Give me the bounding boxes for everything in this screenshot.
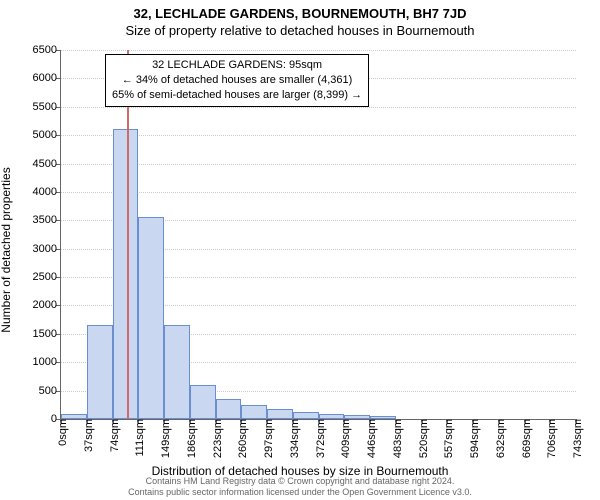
histogram-bar: [370, 416, 396, 419]
x-tick-label: 520sqm: [414, 419, 430, 458]
annotation-line: 65% of semi-detached houses are larger (…: [112, 88, 362, 103]
x-tick-label: 557sqm: [439, 419, 455, 458]
gridline: [61, 164, 576, 165]
histogram-bar: [241, 405, 267, 419]
y-tick-label: 6500: [33, 44, 61, 56]
y-tick-label: 5000: [33, 129, 61, 141]
histogram-bar: [344, 415, 370, 419]
x-tick-label: 74sqm: [105, 419, 121, 452]
x-tick-label: 149sqm: [156, 419, 172, 458]
histogram-bar: [319, 414, 345, 419]
histogram-bar: [113, 129, 139, 419]
footer-line-1: Contains HM Land Registry data © Crown c…: [0, 476, 600, 487]
y-tick-label: 3000: [33, 243, 61, 255]
footer-attribution: Contains HM Land Registry data © Crown c…: [0, 476, 600, 498]
x-tick-label: 223sqm: [208, 419, 224, 458]
histogram-bar: [164, 325, 190, 419]
y-tick-label: 4000: [33, 186, 61, 198]
x-tick-label: 483sqm: [388, 419, 404, 458]
x-tick-label: 0sqm: [53, 419, 69, 446]
annotation-box: 32 LECHLADE GARDENS: 95sqm← 34% of detac…: [105, 54, 369, 107]
x-tick-label: 260sqm: [233, 419, 249, 458]
y-tick-label: 2000: [33, 299, 61, 311]
histogram-bar: [138, 217, 164, 419]
y-tick-label: 1500: [33, 328, 61, 340]
x-tick-label: 409sqm: [336, 419, 352, 458]
y-tick-label: 500: [39, 385, 61, 397]
page-title: 32, LECHLADE GARDENS, BOURNEMOUTH, BH7 7…: [0, 0, 600, 21]
x-tick-label: 594sqm: [465, 419, 481, 458]
y-tick-label: 2500: [33, 271, 61, 283]
x-tick-label: 372sqm: [311, 419, 327, 458]
x-tick-label: 186sqm: [182, 419, 198, 458]
histogram-bar: [87, 325, 113, 419]
x-tick-label: 297sqm: [259, 419, 275, 458]
footer-line-2: Contains public sector information licen…: [0, 487, 600, 498]
gridline: [61, 135, 576, 136]
y-tick-label: 1000: [33, 356, 61, 368]
y-tick-label: 4500: [33, 158, 61, 170]
x-tick-label: 334sqm: [285, 419, 301, 458]
histogram-bar: [190, 385, 216, 419]
histogram-bar: [293, 412, 319, 419]
x-tick-label: 37sqm: [79, 419, 95, 452]
x-tick-label: 111sqm: [130, 419, 146, 457]
histogram-bar: [216, 399, 242, 419]
gridline: [61, 107, 576, 108]
y-tick-label: 6000: [33, 72, 61, 84]
histogram-bar: [61, 414, 87, 419]
x-tick-label: 706sqm: [542, 419, 558, 458]
x-tick-label: 743sqm: [568, 419, 584, 458]
gridline: [61, 192, 576, 193]
annotation-line: ← 34% of detached houses are smaller (4,…: [112, 73, 362, 88]
x-tick-label: 446sqm: [362, 419, 378, 458]
annotation-line: 32 LECHLADE GARDENS: 95sqm: [112, 58, 362, 73]
x-tick-label: 669sqm: [517, 419, 533, 458]
chart-plot-area: 0500100015002000250030003500400045005000…: [60, 50, 576, 420]
y-tick-label: 3500: [33, 214, 61, 226]
page-subtitle: Size of property relative to detached ho…: [0, 21, 600, 38]
gridline: [61, 50, 576, 51]
y-tick-label: 5500: [33, 101, 61, 113]
y-axis-label: Number of detached properties: [0, 85, 13, 250]
x-tick-label: 632sqm: [491, 419, 507, 458]
histogram-bar: [267, 409, 293, 419]
